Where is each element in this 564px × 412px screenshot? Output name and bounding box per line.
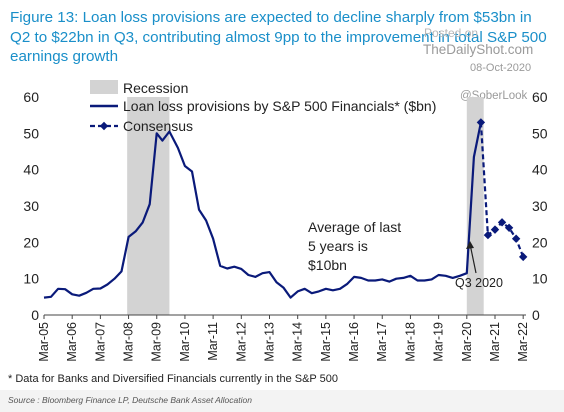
source-bar: Source : Bloomberg Finance LP, Deutsche … [0,390,564,412]
legend-label: Consensus [123,118,193,134]
source-text: Source : Bloomberg Finance LP, Deutsche … [8,395,252,405]
annotation-average-line: 5 years is [308,238,368,254]
x-tick-label: Mar-12 [234,322,248,362]
y-tick-label-left: 10 [23,271,39,287]
x-tick-label: Mar-11 [206,322,220,361]
watermark-posted-on: Posted on [424,26,479,40]
x-tick-label: Mar-14 [291,322,305,362]
consensus-point [476,118,486,127]
y-tick-label-left: 30 [23,198,39,214]
y-tick-label-right: 60 [532,89,548,105]
y-tick-label-right: 10 [532,271,548,287]
y-tick-label-right: 0 [532,307,540,323]
annotation-average-line: $10bn [308,257,347,273]
consensus-point [504,223,514,232]
x-tick-label: Mar-07 [93,322,107,362]
x-tick-label: Mar-13 [262,322,276,362]
y-tick-label-right: 40 [532,162,548,178]
y-tick-label-left: 60 [23,89,39,105]
legend-label: Recession [123,80,188,96]
y-tick-label-left: 40 [23,162,39,178]
x-tick-label: Mar-09 [150,322,164,362]
legend-label: Loan loss provisions by S&P 500 Financia… [123,98,436,114]
x-tick-label: Mar-22 [516,322,530,362]
x-tick-label: Mar-06 [65,322,79,362]
legend-swatch-recession [90,80,118,94]
annotation-q3: Q3 2020 [455,276,503,290]
annotation-q3-arrowhead [466,241,474,249]
legend-marker-consensus [99,121,109,131]
consensus-point [490,225,500,234]
consensus-point [518,252,528,262]
watermark-site: TheDailyShot.com [423,42,534,57]
x-tick-label: Mar-19 [432,322,446,362]
series-line-loan-loss [43,122,482,299]
x-tick-label: Mar-21 [488,322,502,362]
x-tick-label: Mar-17 [375,322,389,362]
y-tick-label-left: 50 [23,125,39,141]
consensus-point [511,234,521,243]
watermark-date: 08-Oct-2020 [470,62,532,74]
annotation-average-line: Average of last [308,219,401,235]
footnote: * Data for Banks and Diversified Financi… [8,373,338,385]
y-tick-label-right: 20 [532,234,548,250]
y-tick-label-left: 20 [23,234,39,250]
y-tick-label-right: 50 [532,125,548,141]
consensus-point [497,218,507,227]
recession-band-2 [466,97,484,315]
annotation-q3-arrow [469,243,477,274]
x-tick-label: Mar-20 [460,322,474,362]
x-tick-label: Mar-18 [403,322,417,362]
x-tick-label: Mar-08 [122,322,136,362]
chart-title: Figure 13: Loan loss provisions are expe… [10,9,547,65]
consensus-point [483,230,493,240]
y-tick-label-left: 0 [31,307,39,323]
y-tick-label-right: 30 [532,198,548,214]
x-tick-label: Mar-10 [178,322,192,362]
x-tick-label: Mar-16 [347,322,361,362]
x-tick-label: Mar-15 [319,322,333,362]
x-tick-label: Mar-05 [37,322,51,362]
